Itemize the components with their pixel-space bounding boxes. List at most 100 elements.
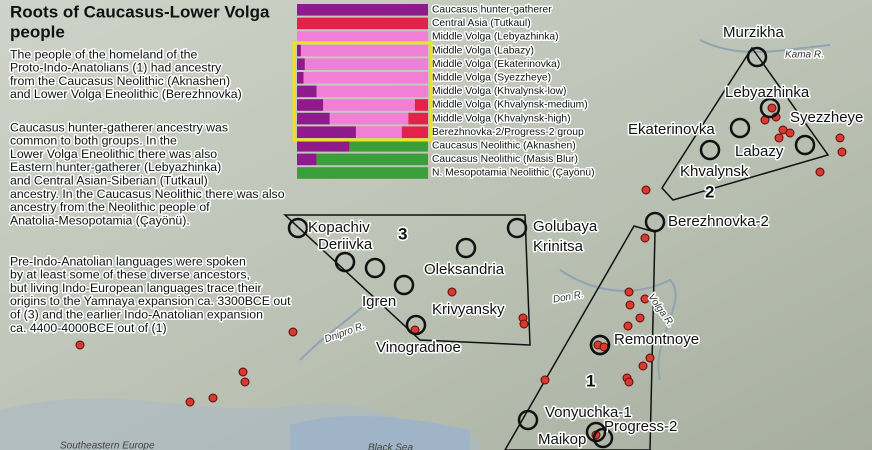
site-dot — [835, 133, 845, 143]
region-3 — [283, 214, 531, 346]
paragraph-line: and Lower Volga Eneolithic (Berezhnovka) — [10, 87, 242, 101]
bar-segment — [304, 58, 428, 70]
site-dot — [785, 128, 795, 138]
category-label: Central Asia (Tutkaul) — [432, 18, 531, 29]
region-number: 1 — [586, 371, 595, 390]
bar-segment — [323, 99, 415, 111]
site-circle — [517, 409, 539, 431]
site-circle — [644, 211, 666, 233]
bar-segment — [297, 153, 317, 166]
place-label: Black Sea — [368, 443, 413, 450]
site-dot — [208, 393, 218, 403]
category-label: Middle Volga (Khvalynsk-low) — [432, 86, 567, 97]
highlight-box — [292, 41, 433, 142]
paragraph-line: Pre-Indo-Anatolian languages were spoken — [10, 254, 246, 268]
bar-segment — [297, 126, 356, 138]
river — [559, 269, 677, 381]
site-label: Kopachiv — [308, 219, 370, 236]
paragraph-line: Anatolia-Mesopotamia (Çayönü). — [10, 213, 190, 227]
site-circle — [585, 421, 607, 443]
category-label: Middle Volga (Lebyazhinka) — [432, 32, 559, 43]
river-label: Kama R. — [785, 50, 824, 61]
paragraph-line: of (3) and the earlier Indo-Anatolian ex… — [10, 307, 263, 321]
site-label: Ekaterinovka — [628, 121, 715, 138]
site-dot — [635, 313, 645, 323]
site-dot — [774, 133, 784, 143]
bar-segment — [297, 44, 301, 57]
region-1 — [504, 225, 656, 450]
bar-segment — [297, 167, 428, 179]
site-dot — [447, 287, 457, 297]
site-label: Murzikha — [723, 24, 785, 41]
river — [299, 299, 371, 361]
site-circle — [506, 217, 528, 239]
category-label: Caucasus Neolithic (Aknashen) — [432, 141, 576, 152]
paragraph-line: ancestry from the Neolithic people of — [10, 200, 210, 214]
paragraph-line: Caucasus hunter-gatherer ancestry was — [10, 120, 228, 134]
bar-segment — [297, 140, 350, 152]
paragraph-line: but living Indo-European languages trace… — [10, 281, 262, 295]
site-label: Oleksandria — [424, 261, 505, 278]
site-circle — [405, 314, 427, 336]
ancestry-chart: Caucasus hunter-gatherer Central Asia (Tu… — [292, 3, 596, 180]
site-circle — [364, 257, 386, 279]
paragraph-line: ca. 4400-4000BCE out of (1) — [10, 321, 167, 335]
site-label: Krinitsa — [533, 238, 584, 255]
site-dot — [815, 167, 825, 177]
bar-segment — [408, 112, 428, 125]
dots — [75, 103, 847, 440]
paragraph-line: from the Caucasus Neolithic (Aknashen) — [10, 74, 230, 88]
site-dot — [185, 397, 195, 407]
site-dot — [519, 319, 529, 329]
region-number: 3 — [398, 224, 407, 243]
title: Roots of Caucasus-Lower Volga — [10, 2, 270, 21]
site-label: Vinogradnoe — [376, 339, 461, 356]
site-label: Progress-2 — [604, 418, 677, 435]
site-circle — [334, 251, 356, 273]
site-dot — [640, 294, 650, 304]
category-label: Caucasus hunter-gatherer — [432, 5, 552, 16]
site-dot — [645, 353, 655, 363]
region-2 — [661, 46, 830, 201]
site-dot — [288, 327, 298, 337]
category-label: Middle Volga (Syezzheye) — [432, 73, 551, 84]
bar-segment — [329, 112, 409, 125]
bar-segment — [297, 4, 428, 16]
site-label: Remontnoye — [614, 331, 699, 348]
site-circle — [759, 97, 781, 119]
category-label: N. Mesopotamia Neolithic (Çayönü) — [432, 168, 595, 179]
site-circle — [592, 427, 614, 449]
bar-segment — [316, 85, 428, 98]
site-dot — [837, 147, 847, 157]
site-label: Maikop — [538, 431, 586, 448]
site-dot — [240, 377, 250, 387]
bar-segment — [297, 99, 324, 111]
bar-segment — [303, 72, 428, 84]
bar-segment — [355, 126, 402, 138]
paragraph-line: and Central Asian-Siberian (Tutkaul) — [10, 173, 208, 187]
bar-segment — [349, 140, 428, 152]
category-label: Middle Volga (Ekaterinovka) — [432, 59, 560, 70]
site-label: Lebyazhinka — [725, 84, 810, 101]
site-label: Syezzheye — [790, 109, 863, 126]
site-label: Vonyuchka-1 — [545, 404, 632, 421]
bar-segment — [401, 126, 428, 138]
site-label: Igren — [362, 293, 396, 310]
site-dot — [624, 287, 634, 297]
site-circle — [589, 334, 611, 356]
bar-segment — [297, 17, 428, 30]
site-dot — [625, 300, 635, 310]
river — [699, 39, 831, 53]
site-circle — [794, 134, 816, 156]
site-dot — [641, 185, 651, 195]
site-dot — [638, 361, 648, 371]
site-label: Krivyansky — [432, 301, 505, 318]
site-dot — [75, 340, 85, 350]
site-label: Khvalynsk — [680, 163, 749, 180]
region-number: 2 — [705, 182, 714, 201]
bar-segment — [297, 72, 304, 84]
bar-segment — [297, 85, 317, 98]
site-circle — [729, 117, 751, 139]
